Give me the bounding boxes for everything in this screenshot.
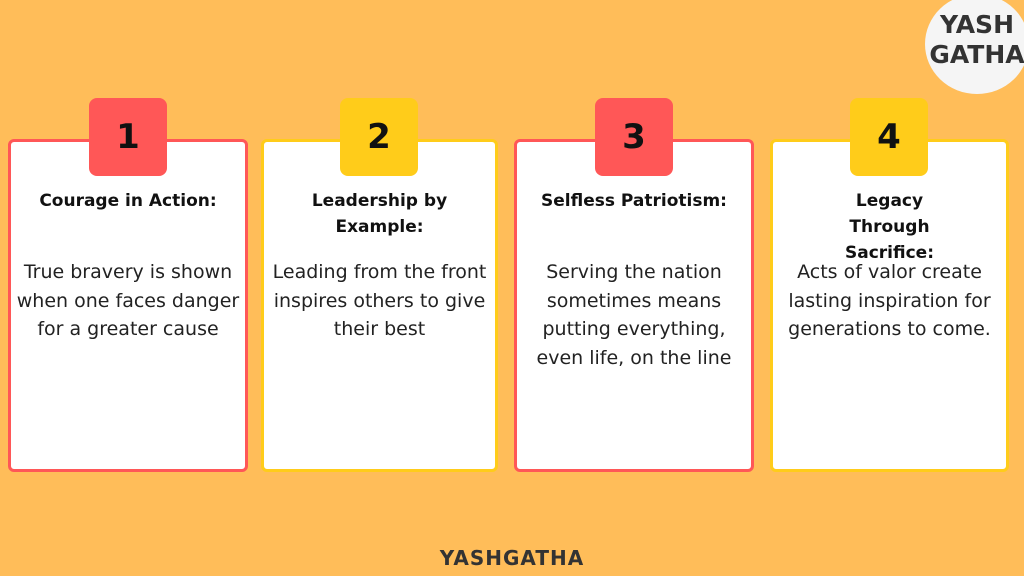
card-body: Leading from the front inspires others t… — [272, 261, 487, 340]
card-title: Legacy Through Sacrifice: — [844, 191, 934, 263]
card-3: Selfless Patriotism: Serving the nation … — [514, 139, 754, 472]
number-badge-4: 4 — [850, 98, 928, 176]
card-2: Leadership by Example: Leading from the … — [261, 139, 498, 472]
logo-line-1: YASH — [940, 10, 1014, 39]
card-title: Courage in Action: — [39, 191, 217, 211]
card-1: Courage in Action: True bravery is shown… — [8, 139, 248, 472]
number-badge-1: 1 — [89, 98, 167, 176]
card-title: Leadership by Example: — [311, 191, 448, 237]
card-body: True bravery is shown when one faces dan… — [16, 261, 240, 340]
card-body: Acts of valor create lasting inspiration… — [788, 261, 991, 340]
yashgatha-logo: YASH GATHA — [925, 0, 1024, 94]
card-title: Selfless Patriotism: — [541, 191, 727, 211]
card-body: Serving the nation sometimes means putti… — [536, 261, 732, 369]
number-badge-3: 3 — [595, 98, 673, 176]
number-badge-2: 2 — [340, 98, 418, 176]
logo-line-2: GATHA — [929, 40, 1024, 69]
footer-brand: YASHGATHA — [439, 546, 585, 570]
card-4: Legacy Through Sacrifice: Acts of valor … — [770, 139, 1009, 472]
